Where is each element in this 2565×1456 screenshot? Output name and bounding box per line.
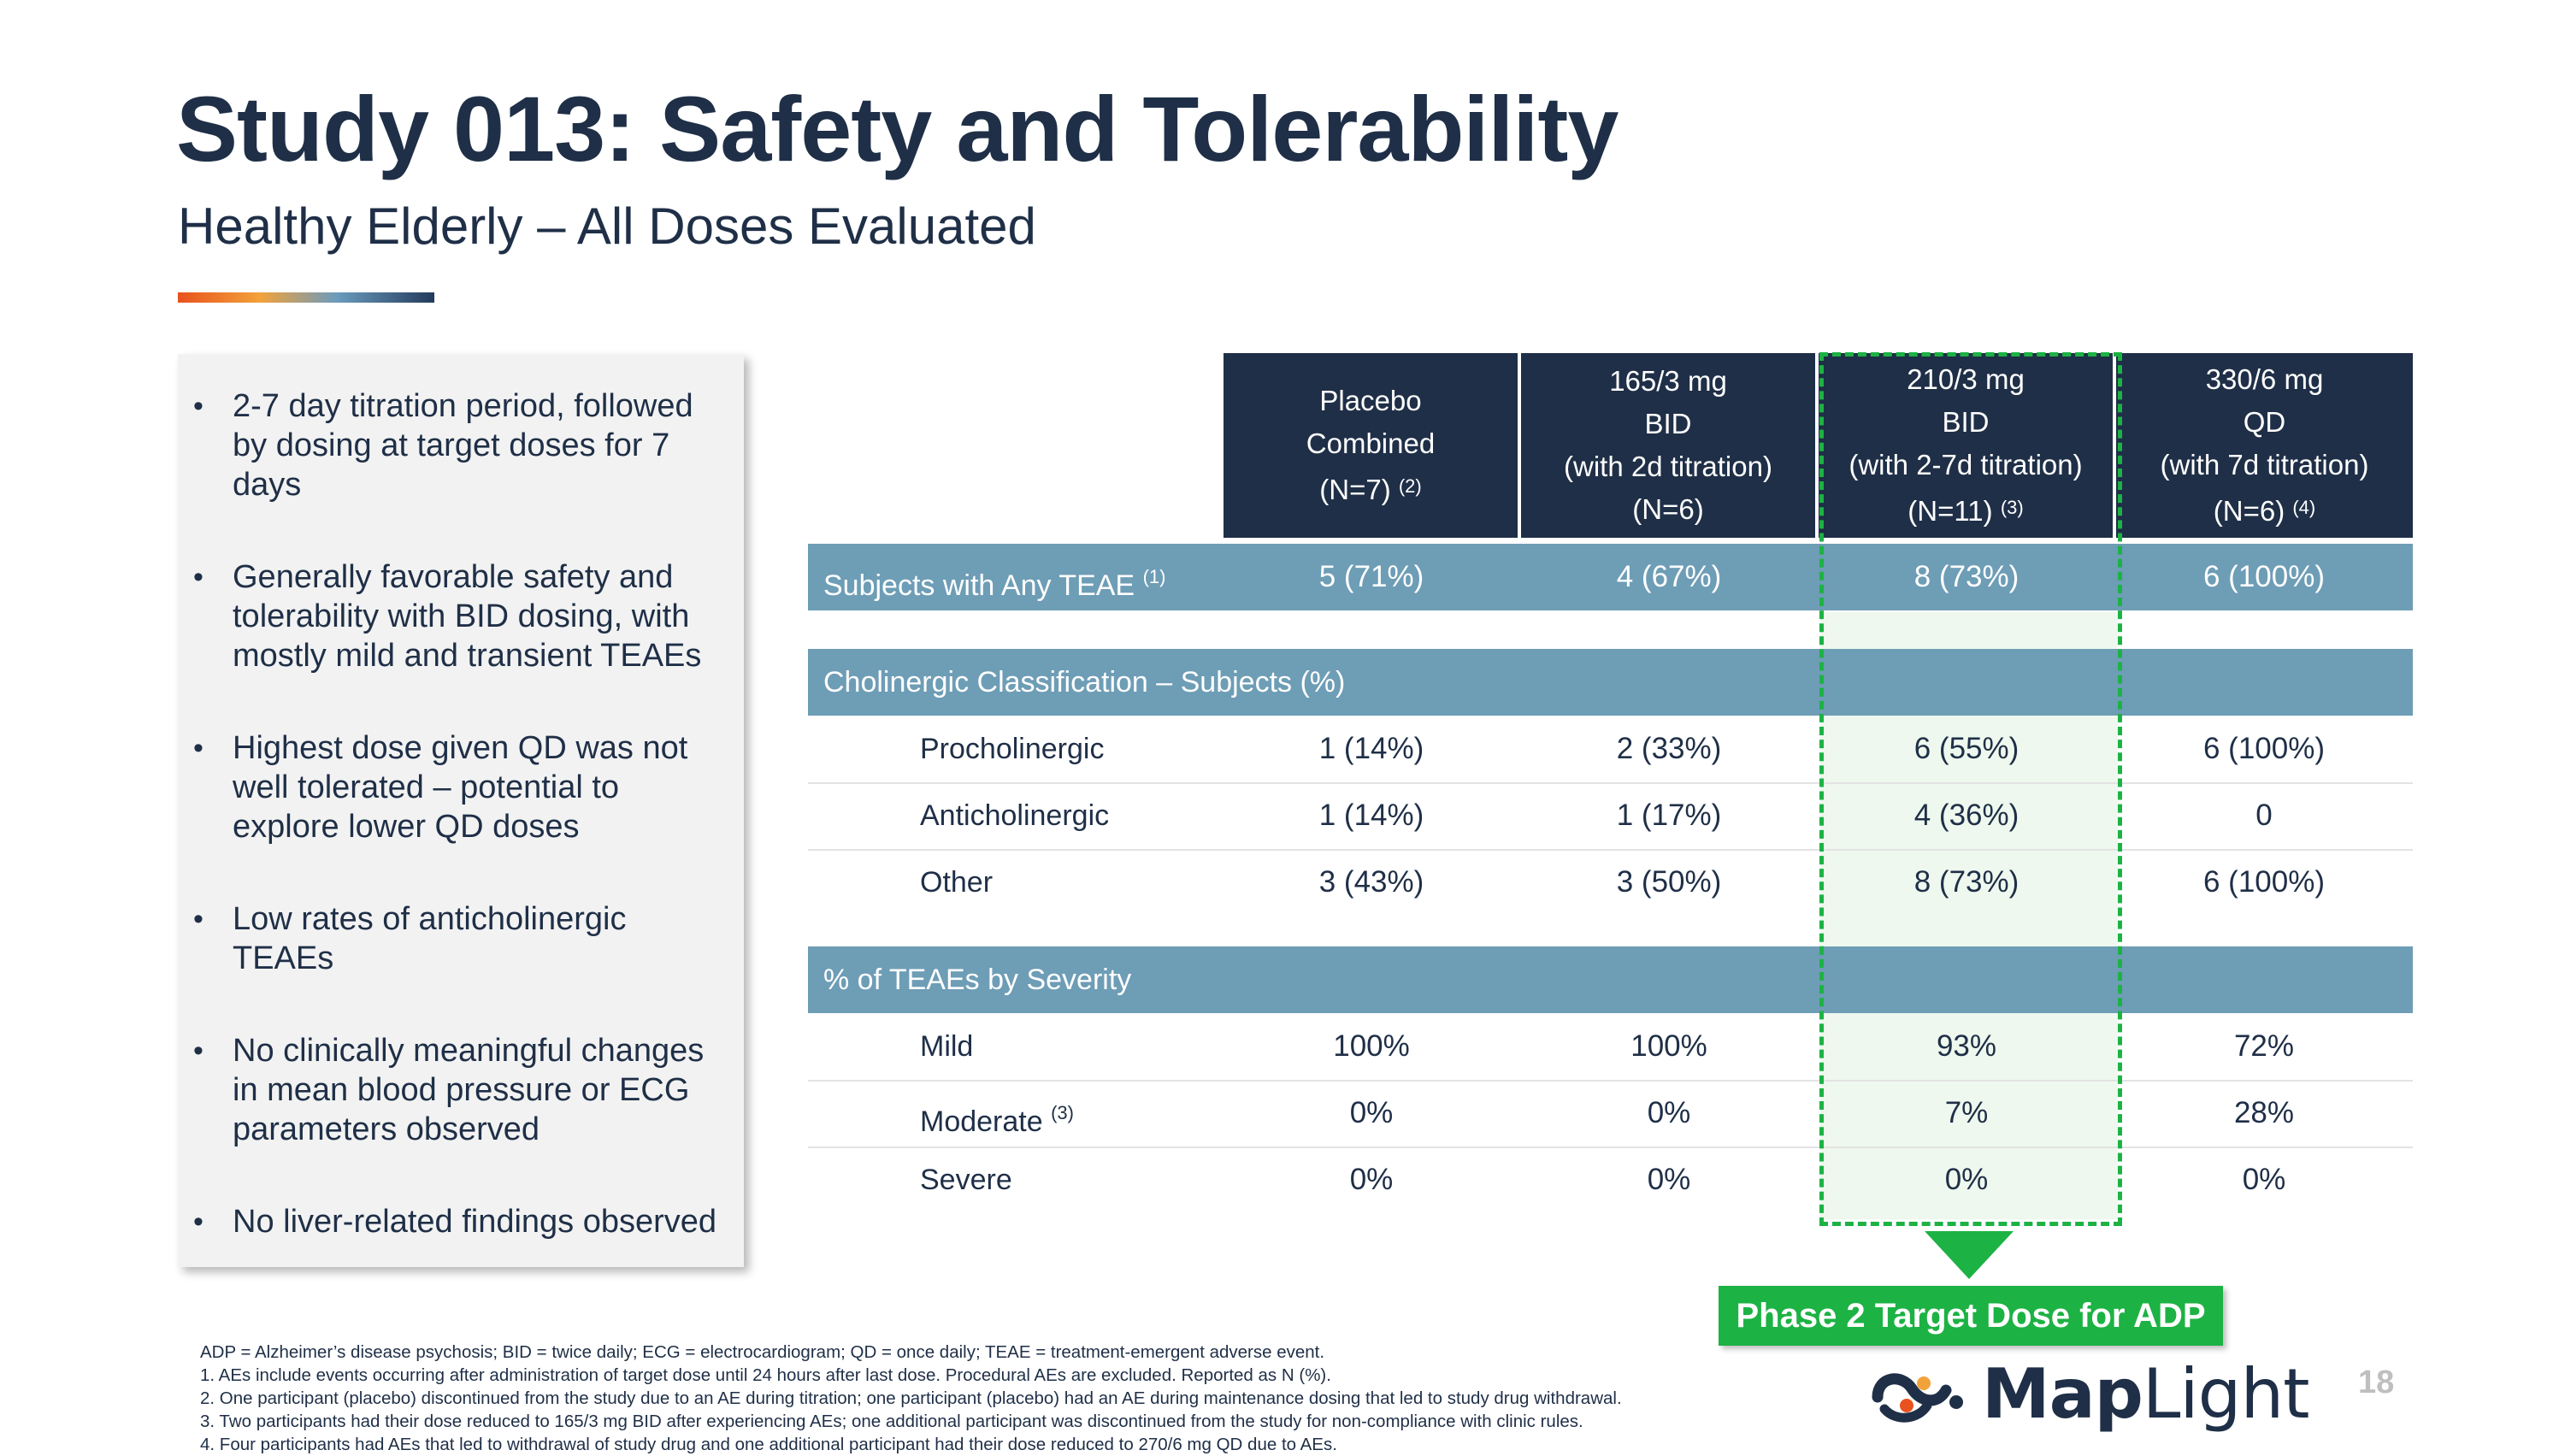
- footnote-line: 1. AEs include events occurring after ad…: [200, 1365, 1331, 1385]
- table-row: Moderate (3) 0% 0% 7% 28%: [808, 1080, 2413, 1148]
- table-cell: 7%: [1944, 1096, 1989, 1129]
- footnote-line: 4. Four participants had AEs that led to…: [200, 1435, 1337, 1454]
- footnote-line: 3. Two participants had their dose reduc…: [200, 1412, 1583, 1431]
- table-cell: 4 (36%): [1913, 799, 2020, 832]
- any-teae-label: Subjects with Any TEAE (1): [823, 566, 1166, 602]
- bullet-item: Low rates of anticholinergic TEAEs: [193, 899, 728, 978]
- bullet-item: Highest dose given QD was not well toler…: [193, 728, 728, 846]
- maplight-logo: MapLight: [1867, 1351, 2310, 1436]
- table-cell: 0%: [1944, 1163, 1989, 1196]
- table-cell: 1 (14%): [1318, 799, 1424, 832]
- slide-title: Study 013: Safety and Tolerability: [176, 77, 1619, 180]
- column-header-placebo: Placebo Combined (N=7) (2): [1224, 353, 1518, 538]
- table-cell: 6 (100%): [2202, 732, 2326, 765]
- table-row: Mild 100% 100% 93% 72%: [808, 1013, 2413, 1082]
- table-row: Other 3 (43%) 3 (50%) 8 (73%) 6 (100%): [808, 849, 2413, 916]
- table-cell: 28%: [2233, 1096, 2295, 1129]
- table-cell: 3 (50%): [1616, 865, 1722, 899]
- column-header-210mg-bid: 210/3 mg BID (with 2-7d titration) (N=11…: [1819, 353, 2113, 538]
- table-cell: 100%: [1630, 1029, 1707, 1063]
- table-cell: 0%: [1349, 1096, 1394, 1129]
- maplight-logo-icon: [1872, 1373, 1963, 1423]
- slide-subtitle: Healthy Elderly – All Doses Evaluated: [178, 197, 1036, 255]
- table-cell: 8 (73%): [1913, 865, 2020, 899]
- table-cell: 1 (14%): [1318, 732, 1424, 765]
- table-cell: 0: [2255, 799, 2273, 832]
- table-cell: 5 (71%): [1318, 560, 1424, 593]
- footnotes: ADP = Alzheimer’s disease psychosis; BID…: [200, 1341, 1825, 1456]
- key-findings-panel: 2-7 day titration period, followed by do…: [178, 354, 744, 1267]
- cholinergic-section-header: Cholinergic Classification – Subjects (%…: [808, 649, 2413, 716]
- table-row: Severe 0% 0% 0% 0%: [808, 1147, 2413, 1213]
- bullet-item: Generally favorable safety and tolerabil…: [193, 557, 728, 675]
- bullet-item: No clinically meaningful changes in mean…: [193, 1031, 728, 1149]
- column-header-165mg-bid: 165/3 mg BID (with 2d titration) (N=6): [1521, 353, 1815, 538]
- bullet-item: 2-7 day titration period, followed by do…: [193, 386, 728, 504]
- table-cell: 2 (33%): [1616, 732, 1722, 765]
- severity-section-header: % of TEAEs by Severity: [808, 946, 2413, 1013]
- table-cell: 72%: [2233, 1029, 2295, 1063]
- footnote-line: ADP = Alzheimer’s disease psychosis; BID…: [200, 1342, 1325, 1362]
- table-cell: 6 (100%): [2202, 865, 2326, 899]
- table-cell: 3 (43%): [1318, 865, 1424, 899]
- table-row: Procholinergic 1 (14%) 2 (33%) 6 (55%) 6…: [808, 716, 2413, 784]
- table-cell: 0%: [1647, 1163, 1691, 1196]
- table-cell: 4 (67%): [1616, 560, 1722, 593]
- down-arrow-icon: [1925, 1231, 2014, 1279]
- footnote-line: 2. One participant (placebo) discontinue…: [200, 1388, 1622, 1408]
- table-cell: 100%: [1333, 1029, 1410, 1063]
- table-cell: 93%: [1936, 1029, 1997, 1063]
- bullet-item: No liver-related findings observed: [193, 1202, 728, 1241]
- page-number: 18: [2358, 1365, 2395, 1400]
- table-cell: 0%: [1647, 1096, 1691, 1129]
- target-dose-dashed-outline: [1819, 352, 2122, 1226]
- phase2-target-dose-callout: Phase 2 Target Dose for ADP: [1719, 1286, 2223, 1346]
- column-header-330mg-qd: 330/6 mg QD (with 7d titration) (N=6) (4…: [2116, 353, 2413, 538]
- any-teae-row: Subjects with Any TEAE (1) 5 (71%) 4 (67…: [808, 544, 2413, 610]
- table-cell: 6 (55%): [1913, 732, 2020, 765]
- table-row: Anticholinergic 1 (14%) 1 (17%) 4 (36%) …: [808, 782, 2413, 851]
- table-cell: 0%: [1349, 1163, 1394, 1196]
- maplight-wordmark: MapLight: [1982, 1353, 2310, 1434]
- table-cell: 0%: [2242, 1163, 2286, 1196]
- table-cell: 8 (73%): [1913, 560, 2020, 593]
- table-cell: 1 (17%): [1616, 799, 1722, 832]
- table-cell: 6 (100%): [2202, 560, 2326, 593]
- accent-gradient-bar: [178, 292, 434, 303]
